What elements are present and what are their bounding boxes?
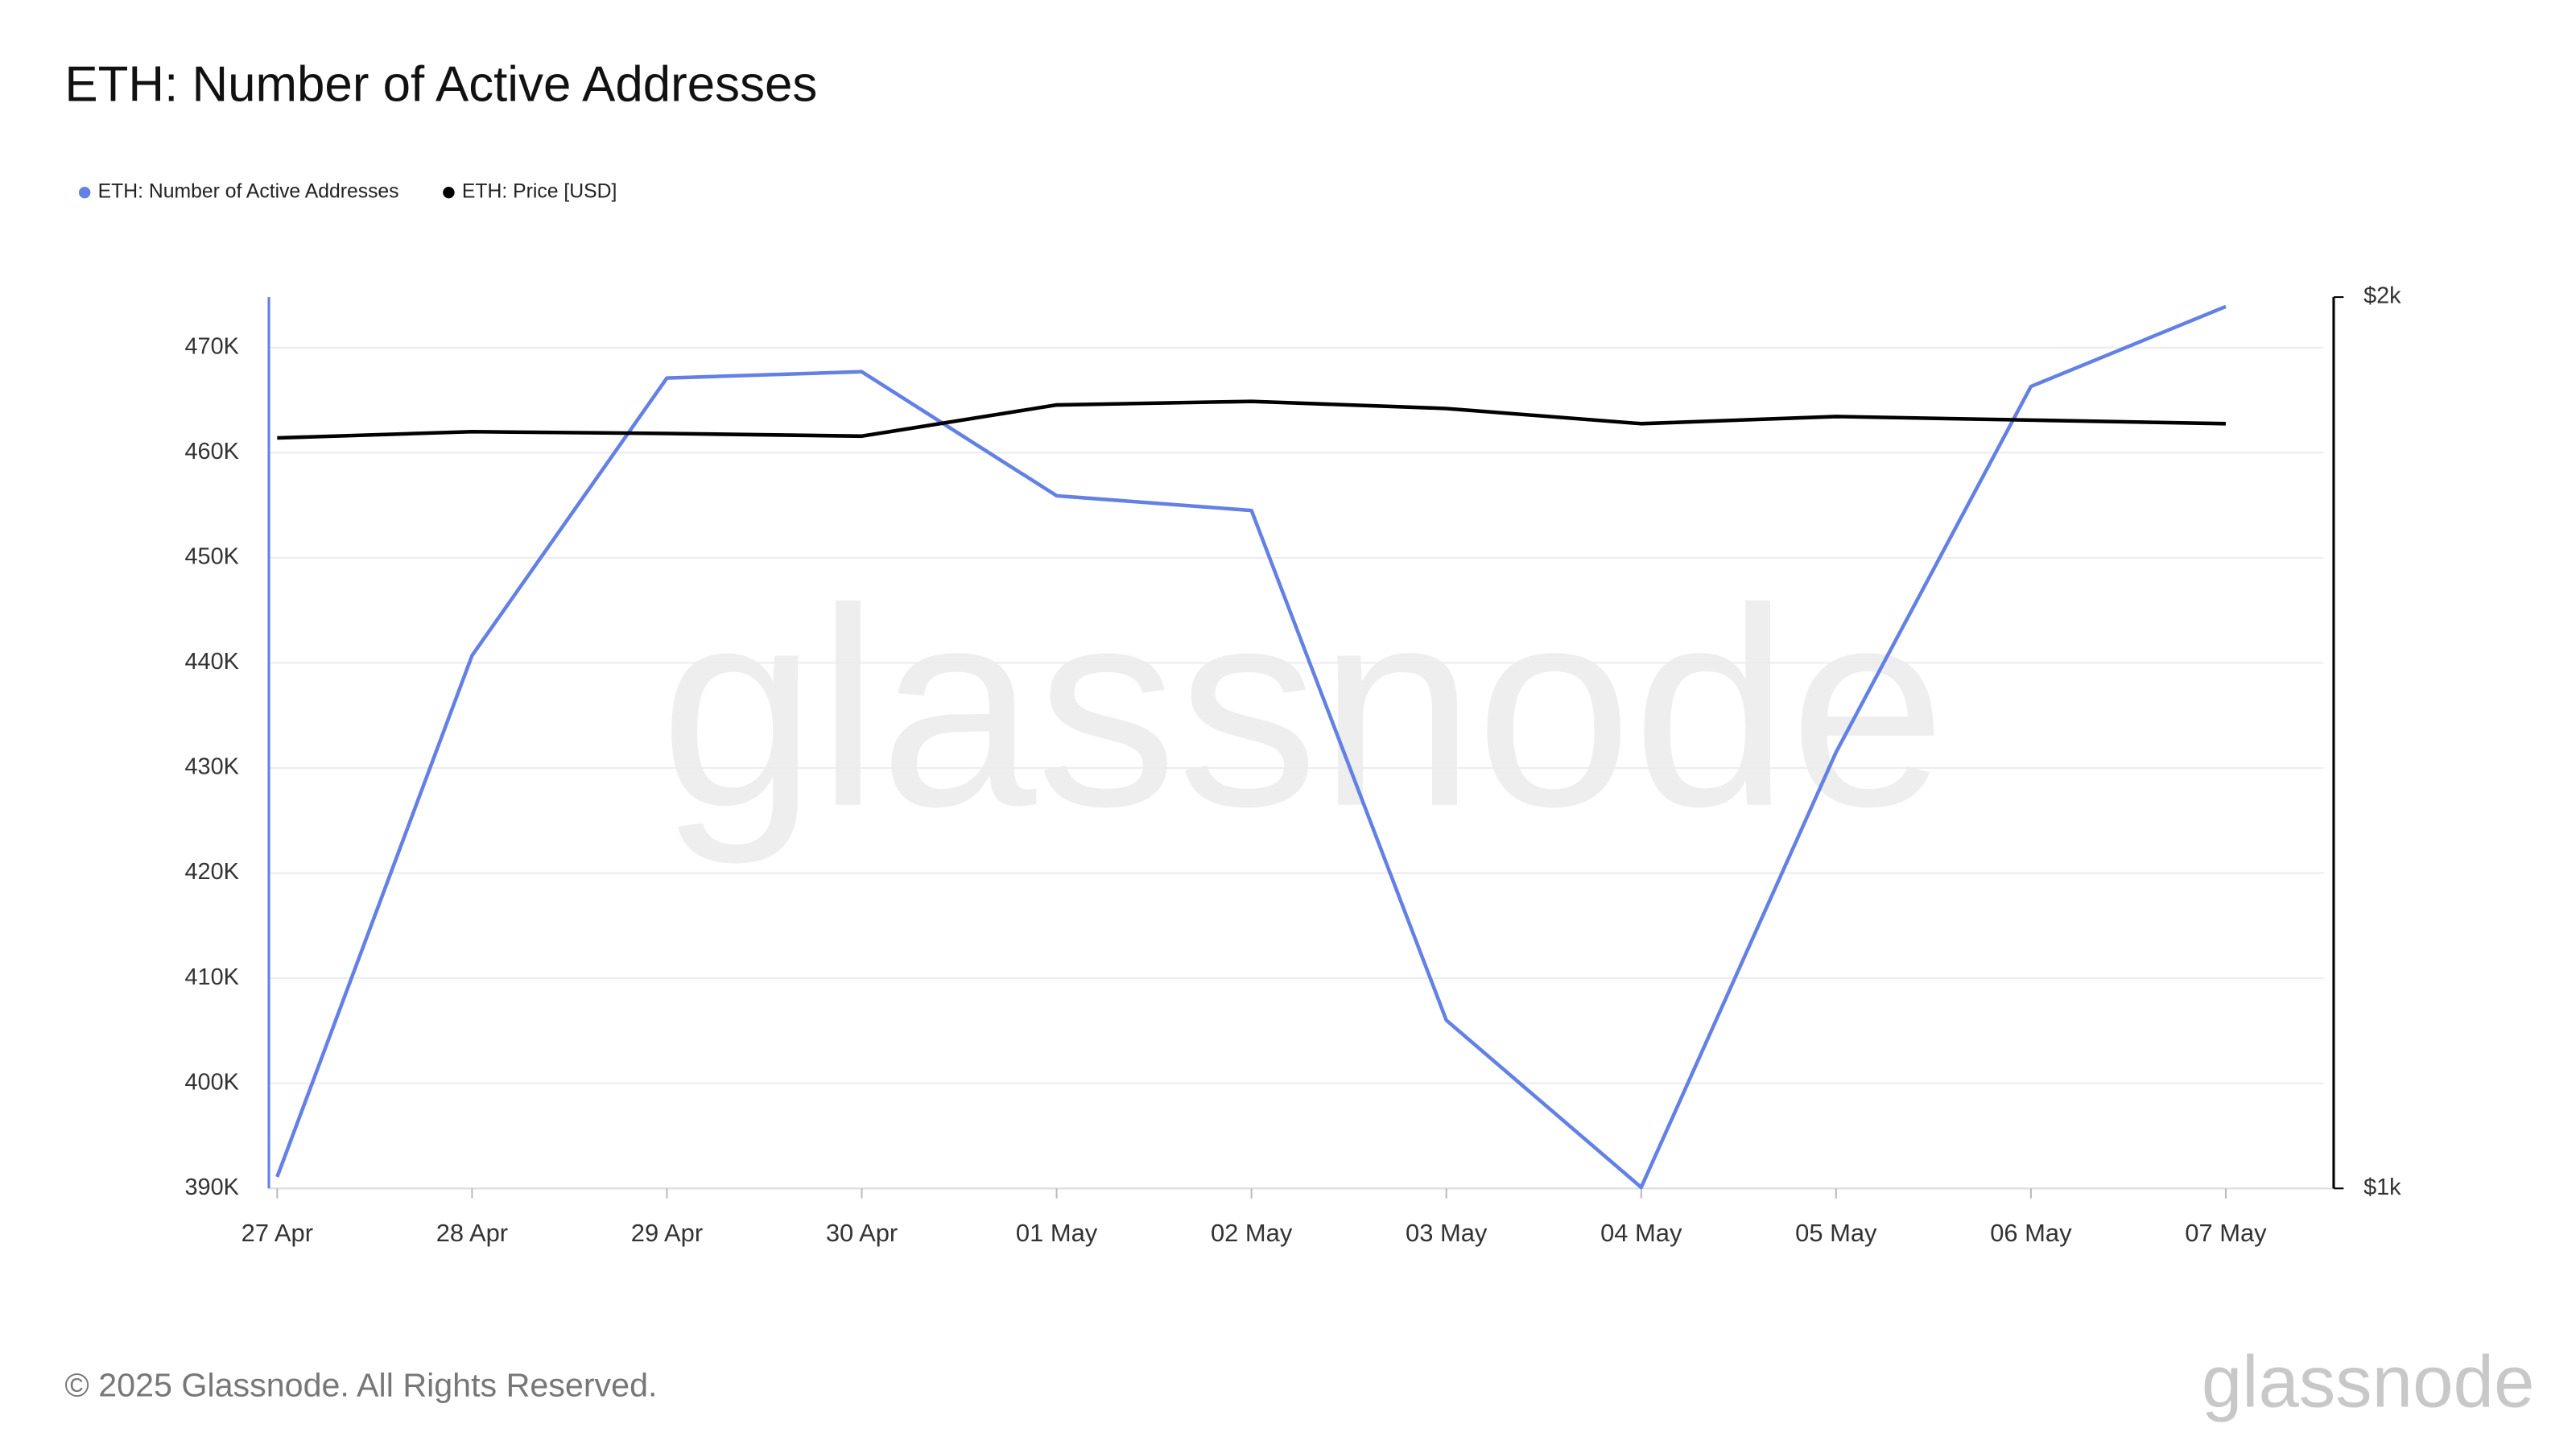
footer: © 2025 Glassnode. All Rights Reserved. xyxy=(64,1367,657,1404)
x-tick-label: 30 Apr xyxy=(826,1219,898,1247)
x-tick-label: 05 May xyxy=(1795,1219,1877,1247)
y-tick-label: 390K xyxy=(185,1174,239,1200)
y-tick-label: 440K xyxy=(185,649,239,675)
y-tick-label: 400K xyxy=(185,1069,239,1095)
x-tick-label: 04 May xyxy=(1600,1219,1682,1247)
logo: glassnode xyxy=(2202,1342,2535,1423)
y-tick-label: 460K xyxy=(185,439,239,464)
y-tick-label: 450K xyxy=(185,544,239,570)
y-tick-label: 430K xyxy=(185,754,239,780)
legend-label: ETH: Number of Active Addresses xyxy=(98,181,399,203)
x-tick-label: 28 Apr xyxy=(436,1219,508,1247)
chart-title: ETH: Number of Active Addresses xyxy=(64,57,817,113)
x-tick-label: 02 May xyxy=(1211,1219,1293,1247)
x-tick-label: 07 May xyxy=(2185,1219,2267,1247)
legend-marker xyxy=(78,186,91,199)
y-tick-label: 410K xyxy=(185,964,239,990)
x-tick-label: 06 May xyxy=(1990,1219,2072,1247)
y2-tick-label: $2k xyxy=(2363,283,2401,309)
x-tick-label: 27 Apr xyxy=(242,1219,313,1247)
legend-label: ETH: Price [USD] xyxy=(462,181,617,203)
watermark: glassnode xyxy=(660,551,1946,867)
x-tick-label: 29 Apr xyxy=(631,1219,703,1247)
series-line xyxy=(275,304,2227,1190)
x-tick-label: 01 May xyxy=(1016,1219,1098,1247)
y2-tick-label: $1k xyxy=(2363,1174,2401,1200)
y-tick-label: 420K xyxy=(185,859,239,885)
x-tick-label: 03 May xyxy=(1406,1219,1488,1247)
legend-marker xyxy=(443,186,455,199)
series-line xyxy=(277,399,2226,440)
y-tick-label: 470K xyxy=(185,333,239,359)
